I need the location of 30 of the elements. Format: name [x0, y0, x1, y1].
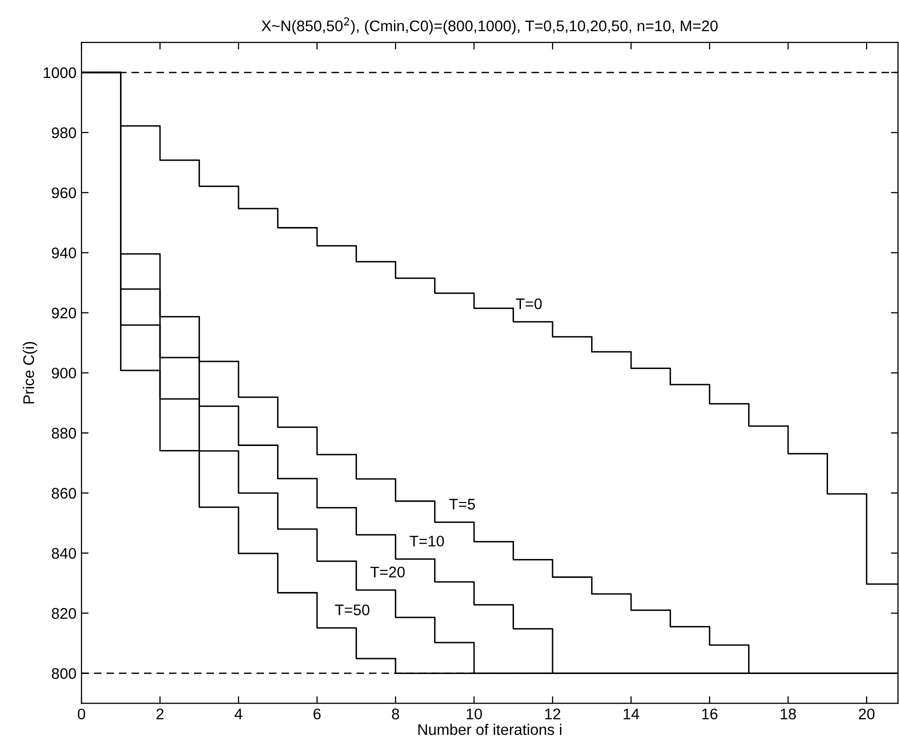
chart-title: X~N(850,50$^{2}$), (Cmin,C0)=(800,1000), T=0,5,10,20,50, n=10, M=20	[262, 17, 718, 34]
y-tick-label: 840	[52, 548, 76, 559]
annotation: T=5	[449, 498, 476, 510]
x-tick-label: 10	[466, 708, 482, 720]
y-tick-label: 900	[52, 368, 76, 379]
x-tick-label: 16	[702, 708, 718, 720]
x-tick-label: 6	[314, 708, 321, 720]
x-axis-title: Number of iterations i	[418, 724, 562, 736]
y-tick-label: 1000	[44, 67, 76, 78]
y-tick-label: 860	[52, 488, 76, 499]
annotation: T=50	[335, 604, 370, 616]
x-tick-label: 0	[78, 708, 86, 720]
annotation: T=0	[516, 298, 542, 310]
x-tick-label: 14	[624, 708, 640, 720]
y-axis-title: Price C(i)	[22, 342, 38, 404]
x-tick-label: 18	[780, 708, 796, 720]
y-tick-label: 880	[52, 428, 76, 439]
x-tick-label: 12	[545, 708, 560, 720]
y-tick-label: 940	[52, 248, 76, 258]
y-tick-label: 920	[52, 308, 76, 318]
y-tick-label: 980	[52, 127, 76, 138]
y-tick-label: 820	[52, 608, 76, 619]
x-tick-label: 8	[392, 708, 400, 720]
x-tick-label: 2	[156, 708, 164, 720]
annotation: T=10	[410, 536, 444, 547]
x-tick-label: 4	[234, 708, 242, 720]
x-tick-label: 20	[858, 708, 874, 720]
annotation: T=20	[370, 566, 405, 578]
y-tick-label: 960	[52, 187, 76, 198]
y-tick-label: 800	[52, 668, 76, 679]
